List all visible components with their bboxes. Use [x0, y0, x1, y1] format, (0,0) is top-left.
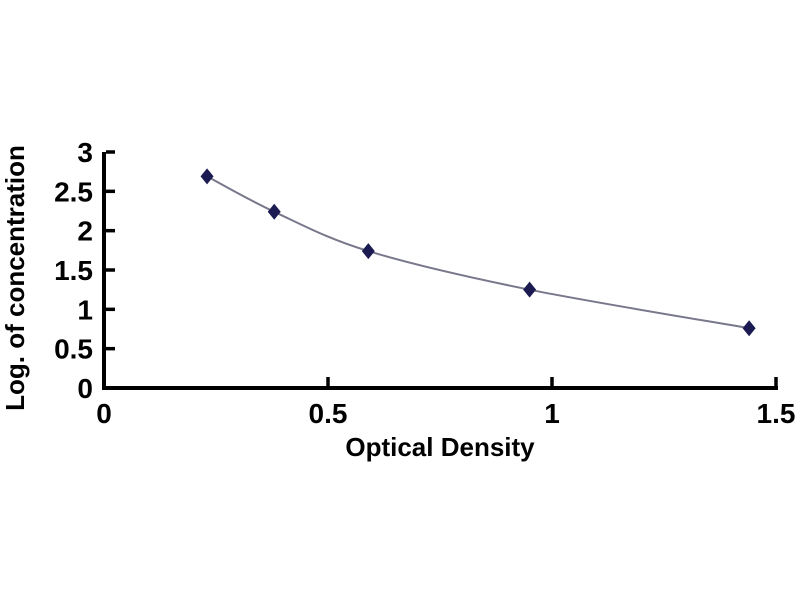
y-axis-title: Log. of concentration	[0, 145, 30, 411]
y-tick-label: 0.5	[54, 334, 93, 365]
axis-tick-labels: 0 0.5 1 1.5 0 0.5 1 1.5 2 2.5 3	[54, 137, 795, 429]
axes	[102, 152, 778, 390]
y-tick-label: 0	[77, 373, 93, 404]
curve-path	[206, 175, 750, 330]
data-point-marker	[267, 203, 281, 220]
x-tick-label: 1.5	[757, 398, 796, 429]
y-tick-label: 3	[77, 137, 93, 168]
data-point-marker	[200, 168, 214, 185]
y-tick-label: 1.5	[54, 255, 93, 286]
x-tick-label: 0.5	[309, 398, 348, 429]
x-tick-label: 0	[96, 398, 112, 429]
data-series	[200, 168, 756, 337]
x-axis-title: Optical Density	[345, 432, 535, 462]
x-tick-label: 1	[544, 398, 560, 429]
data-point-marker	[361, 243, 375, 260]
y-tick-label: 1	[77, 294, 93, 325]
y-tick-label: 2.5	[54, 176, 93, 207]
axis-ticks	[106, 150, 778, 386]
data-point-marker	[742, 320, 756, 337]
data-point-marker	[523, 281, 537, 298]
y-tick-label: 2	[77, 216, 93, 247]
